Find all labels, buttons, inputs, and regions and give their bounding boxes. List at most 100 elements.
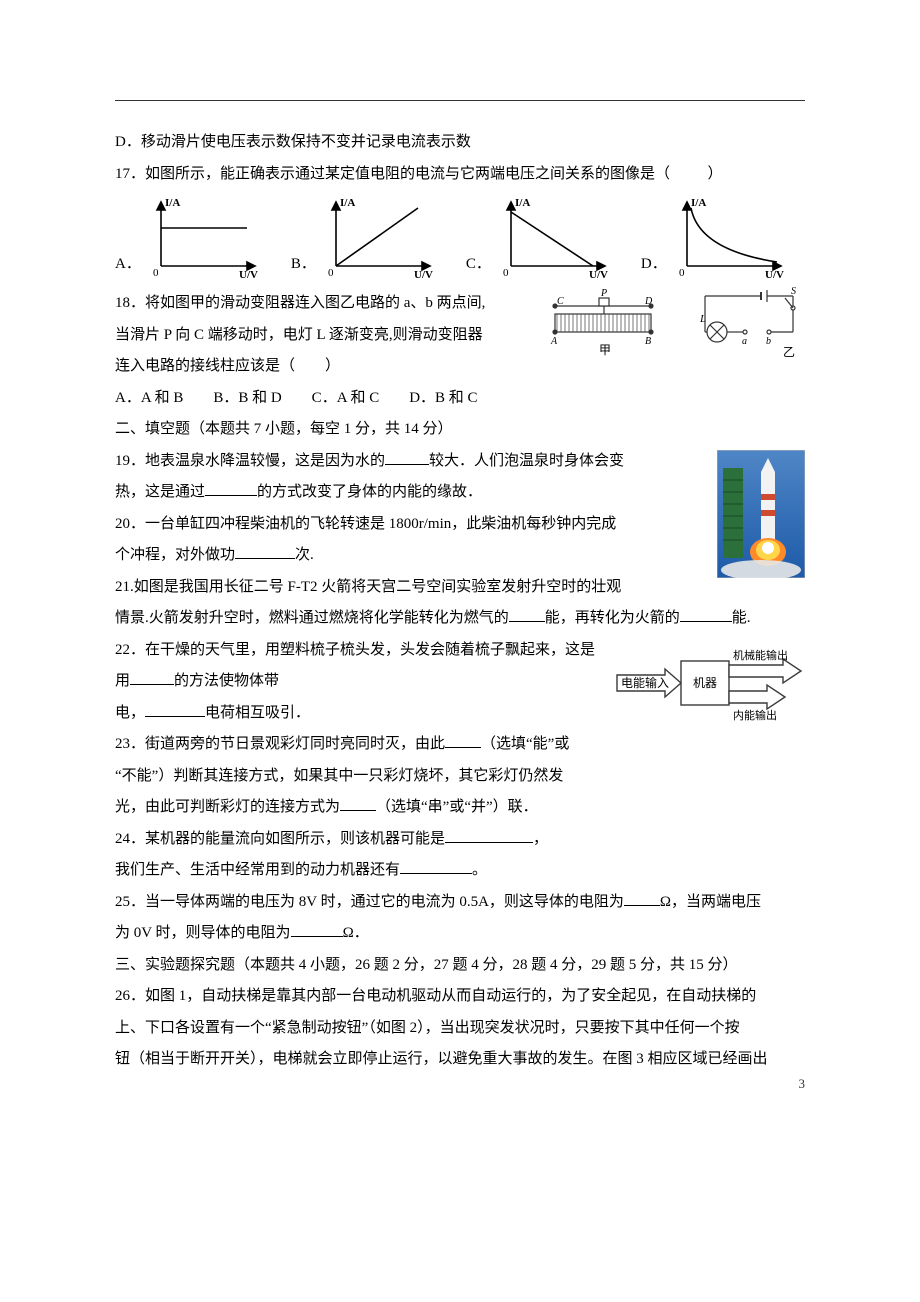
q22d: 电荷相互吸引．: [205, 705, 310, 721]
q20-line2: 个冲程，对外做功次.: [115, 540, 805, 572]
q24-line1: 24．某机器的能量流向如图所示，则该机器可能是，: [115, 824, 805, 856]
rocket-figure: [717, 450, 805, 578]
q17-opt-b: B． I/A U/V 0: [291, 194, 438, 280]
chart-a-xlabel: U/V: [239, 269, 258, 280]
chart-b-origin: 0: [328, 267, 334, 279]
chart-c-xlabel: U/V: [589, 269, 608, 280]
q21-line1: 21.如图是我国用长征二号 F-T2 火箭将天宫二号空间实验室发射升空时的壮观: [115, 572, 805, 604]
q24c: 我们生产、生活中经常用到的动力机器还有: [115, 862, 400, 878]
q17-options: A． I/A U/V 0 B．: [115, 194, 805, 280]
q21d: 能.: [732, 610, 751, 626]
q17-stem: 17．如图所示，能正确表示通过某定值电阻的电流与它两端电压之间关系的图像是（ ）: [115, 159, 805, 191]
label-yi: 乙: [783, 345, 795, 359]
blank: [400, 858, 472, 874]
chart-b: I/A U/V 0: [318, 194, 438, 280]
label-A: A: [550, 336, 558, 347]
q20b: 个冲程，对外做功: [115, 547, 235, 563]
q25-line2: 为 0V 时，则导体的电阻为 Ω．: [115, 918, 805, 950]
machine-figure: 电能输入 机器 机械能输出 内能输出: [615, 639, 805, 727]
q22c: 电，: [115, 705, 145, 721]
q23b: （选填“能”或: [481, 736, 569, 752]
q19c: 热，这是通过: [115, 484, 205, 500]
q24a: 24．某机器的能量流向如图所示，则该机器可能是: [115, 831, 445, 847]
opt-letter-a: A．: [115, 249, 141, 281]
opt-letter-d: D．: [641, 249, 667, 281]
q24d: 。: [472, 862, 487, 878]
blank: [385, 449, 429, 465]
chart-d-origin: 0: [679, 267, 685, 279]
chart-d-xlabel: U/V: [765, 269, 784, 280]
chart-d: I/A U/V 0: [669, 194, 789, 280]
q23-line2: “不能”）判断其连接方式，如果其中一只彩灯烧坏，其它彩灯仍然发: [115, 761, 805, 793]
q25c: 为 0V 时，则导体的电阻为: [115, 925, 291, 941]
opt-letter-b: B．: [291, 249, 316, 281]
blank: [340, 795, 376, 811]
q17-stem-post: ）: [708, 166, 723, 182]
blank: [205, 480, 257, 496]
blank: [291, 921, 343, 937]
label-D: D: [644, 296, 653, 307]
label-jia: 甲: [599, 343, 611, 357]
machine-in-label: 电能输入: [621, 675, 669, 690]
q18-options: A．A 和 B B．B 和 D C．A 和 C D．B 和 C: [115, 383, 805, 415]
q19b: 较大．人们泡温泉时身体会变: [429, 453, 624, 469]
chart-b-xlabel: U/V: [414, 269, 433, 280]
chart-b-ylabel: I/A: [340, 197, 355, 209]
q26-line2: 上、下口各设置有一个“紧急制动按钮”（如图 2），当出现突发状况时，只要按下其中…: [115, 1013, 805, 1045]
q17-paren-space: [674, 166, 704, 182]
q25b: Ω，当两端电压: [660, 894, 761, 910]
rheostat-circuit-figure: C D P A B 甲 L a b S 乙: [545, 284, 805, 362]
chart-c: I/A U/V 0: [493, 194, 613, 280]
q18-block: C D P A B 甲 L a b S 乙 18．将如图甲的滑动变阻器连入图乙电…: [115, 288, 805, 414]
q26-line1: 26．如图 1，自动扶梯是靠其内部一台电动机驱动从而自动运行的，为了安全起见，在…: [115, 981, 805, 1013]
q22b: 的方法使物体带: [174, 673, 279, 689]
q23-line1: 23．街道两旁的节日景观彩灯同时亮同时灭，由此 （选填“能”或: [115, 729, 805, 761]
page: D．移动滑片使电压表示数保持不变并记录电流表示数 17．如图所示，能正确表示通过…: [0, 0, 920, 1126]
q19-line2: 热，这是通过的方式改变了身体的内能的缘故．: [115, 477, 805, 509]
q21b: 情景.火箭发射升空时，燃料通过燃烧将化学能转化为燃气的: [115, 610, 509, 626]
page-number: 3: [799, 1070, 806, 1097]
blank: [130, 669, 174, 685]
blank: [145, 701, 205, 717]
q19a: 19．地表温泉水降温较慢，这是因为水的: [115, 453, 385, 469]
label-b: b: [766, 336, 771, 347]
chart-d-ylabel: I/A: [691, 197, 706, 209]
machine-out-top: 机械能输出: [733, 648, 788, 662]
q17-opt-d: D． I/A U/V 0: [641, 194, 789, 280]
machine-diagram: 电能输入 机器 机械能输出 内能输出: [615, 639, 805, 727]
q21c: 能，再转化为火箭的: [545, 610, 680, 626]
q21-line2: 情景.火箭发射升空时，燃料通过燃烧将化学能转化为燃气的 能，再转化为火箭的 能.: [115, 603, 805, 635]
label-B: B: [645, 336, 651, 347]
blank: [445, 732, 481, 748]
blank: [445, 827, 533, 843]
q25a: 25．当一导体两端的电压为 8V 时，通过它的电流为 0.5A，则这导体的电阻为: [115, 894, 624, 910]
q26-line3: 钮（相当于断开开关），电梯就会立即停止运行，以避免重大事故的发生。在图 3 相应…: [115, 1044, 805, 1076]
chart-a-origin: 0: [153, 267, 159, 279]
chart-c-origin: 0: [503, 267, 509, 279]
q25-line1: 25．当一导体两端的电压为 8V 时，通过它的电流为 0.5A，则这导体的电阻为…: [115, 887, 805, 919]
blank: [624, 890, 660, 906]
label-L: L: [699, 313, 706, 325]
chart-a-ylabel: I/A: [165, 197, 180, 209]
section-2-header: 二、填空题（本题共 7 小题，每空 1 分，共 14 分）: [115, 414, 805, 446]
label-a: a: [742, 336, 747, 347]
header-rule: [115, 100, 805, 101]
blank: [680, 606, 732, 622]
label-P: P: [600, 288, 607, 299]
label-C: C: [557, 296, 564, 307]
q19-line1: 19．地表温泉水降温较慢，这是因为水的 较大．人们泡温泉时身体会变: [115, 446, 805, 478]
q16-option-d: D．移动滑片使电压表示数保持不变并记录电流表示数: [115, 127, 805, 159]
blank: [509, 606, 545, 622]
q24-line2: 我们生产、生活中经常用到的动力机器还有 。: [115, 855, 805, 887]
q23a: 23．街道两旁的节日景观彩灯同时亮同时灭，由此: [115, 736, 445, 752]
q25d: Ω．: [343, 925, 369, 941]
label-S: S: [791, 286, 796, 297]
chart-c-ylabel: I/A: [515, 197, 530, 209]
section-3-header: 三、实验题探究题（本题共 4 小题，26 题 2 分，27 题 4 分，28 题…: [115, 950, 805, 982]
chart-a: I/A U/V 0: [143, 194, 263, 280]
q17-opt-c: C． I/A U/V 0: [466, 194, 613, 280]
q23e: （选填“串”或“并”）联．: [376, 799, 538, 815]
machine-box-label: 机器: [693, 676, 717, 690]
q20-line1: 20．一台单缸四冲程柴油机的飞轮转速是 1800r/min，此柴油机每秒钟内完成: [115, 509, 805, 541]
q23d: 光，由此可判断彩灯的连接方式为: [115, 799, 340, 815]
